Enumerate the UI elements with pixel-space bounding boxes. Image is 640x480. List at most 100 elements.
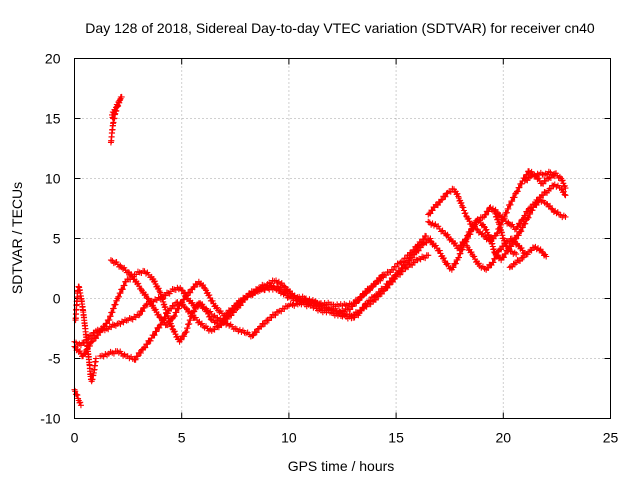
y-tick-label: 15: [45, 111, 61, 127]
data-point: [452, 240, 459, 247]
data-point: [281, 289, 288, 296]
data-point: [411, 247, 418, 253]
plot-frame: [74, 58, 611, 419]
series-track-m: [506, 243, 550, 271]
data-point: [399, 268, 406, 275]
data-point: [258, 323, 265, 330]
data-point: [427, 237, 434, 244]
x-axis-label: GPS time / hours: [288, 458, 395, 474]
data-point: [132, 356, 139, 363]
data-point: [516, 184, 523, 191]
data-point: [233, 302, 240, 309]
data-point: [145, 295, 152, 302]
data-point: [99, 327, 106, 334]
data-point: [178, 302, 185, 309]
data-point: [493, 230, 500, 237]
data-point: [92, 335, 99, 342]
data-point: [115, 293, 122, 300]
data-point: [501, 237, 508, 244]
series-track-n: [521, 168, 558, 184]
data-point: [110, 305, 117, 312]
data-point: [397, 271, 404, 278]
data-point: [502, 250, 509, 257]
data-point: [425, 252, 432, 259]
data-point: [230, 305, 237, 312]
data-point: [152, 306, 159, 313]
data-point: [524, 171, 531, 178]
data-point: [228, 308, 235, 315]
data-point: [503, 209, 510, 216]
series-track-l: [491, 209, 520, 258]
data-point: [481, 233, 488, 240]
data-point: [101, 323, 108, 330]
data-point: [77, 399, 84, 406]
x-tick-label: 25: [603, 430, 619, 446]
data-point: [547, 202, 554, 209]
data-point: [156, 324, 163, 331]
data-point: [409, 250, 416, 257]
data-point: [158, 321, 165, 328]
data-point: [151, 332, 158, 339]
data-point: [157, 321, 164, 328]
data-point: [200, 282, 207, 289]
y-tick-label: -10: [40, 411, 60, 427]
data-point: [458, 199, 465, 206]
data-point: [492, 210, 499, 217]
data-point: [142, 270, 149, 277]
y-tick-label: -5: [48, 351, 61, 367]
data-point: [494, 216, 501, 223]
series-track-c: [107, 93, 125, 146]
data-point: [197, 300, 204, 307]
data-point: [559, 177, 566, 184]
data-point: [92, 355, 99, 362]
data-point: [468, 249, 475, 256]
data-point: [485, 231, 492, 238]
data-point: [137, 285, 144, 292]
data-point: [425, 218, 432, 225]
y-tick-labels: -10 -5 0 5 10 15 20: [40, 51, 60, 427]
data-point: [117, 290, 124, 297]
data-point: [515, 223, 522, 230]
data-point: [509, 263, 516, 270]
data-point: [187, 289, 194, 296]
data-point: [134, 353, 141, 360]
data-point: [482, 211, 489, 218]
data-point: [115, 349, 122, 356]
data-point: [475, 260, 482, 267]
data-point: [206, 313, 213, 320]
data-point: [147, 337, 154, 344]
data-point: [383, 272, 390, 279]
data-point: [562, 192, 569, 199]
series-track-g: [97, 232, 430, 363]
data-point: [135, 312, 142, 319]
data-point: [265, 317, 272, 324]
x-tick-label: 5: [178, 430, 186, 446]
data-point: [511, 194, 518, 201]
x-tick-label: 20: [496, 430, 512, 446]
data-point: [548, 172, 555, 179]
data-point: [457, 250, 464, 257]
series-track-a: [71, 386, 84, 409]
data-point: [155, 311, 162, 318]
data-point: [542, 178, 549, 185]
data-point: [529, 207, 536, 214]
data-point: [397, 259, 404, 266]
data-point: [223, 315, 230, 322]
data-point: [72, 388, 79, 395]
data-point: [540, 192, 547, 199]
data-point: [538, 248, 545, 255]
data-point: [514, 188, 521, 195]
data-point: [166, 319, 173, 325]
data-point: [390, 266, 397, 273]
data-point: [483, 236, 490, 243]
data-point: [85, 335, 92, 342]
data-point: [511, 249, 518, 256]
data-point: [181, 296, 188, 303]
data-point: [209, 297, 216, 304]
data-point: [427, 210, 434, 217]
data-point: [485, 265, 492, 271]
x-tick-label: 10: [281, 430, 297, 446]
data-point: [386, 281, 393, 288]
data-point: [452, 260, 459, 267]
data-point: [171, 313, 178, 320]
